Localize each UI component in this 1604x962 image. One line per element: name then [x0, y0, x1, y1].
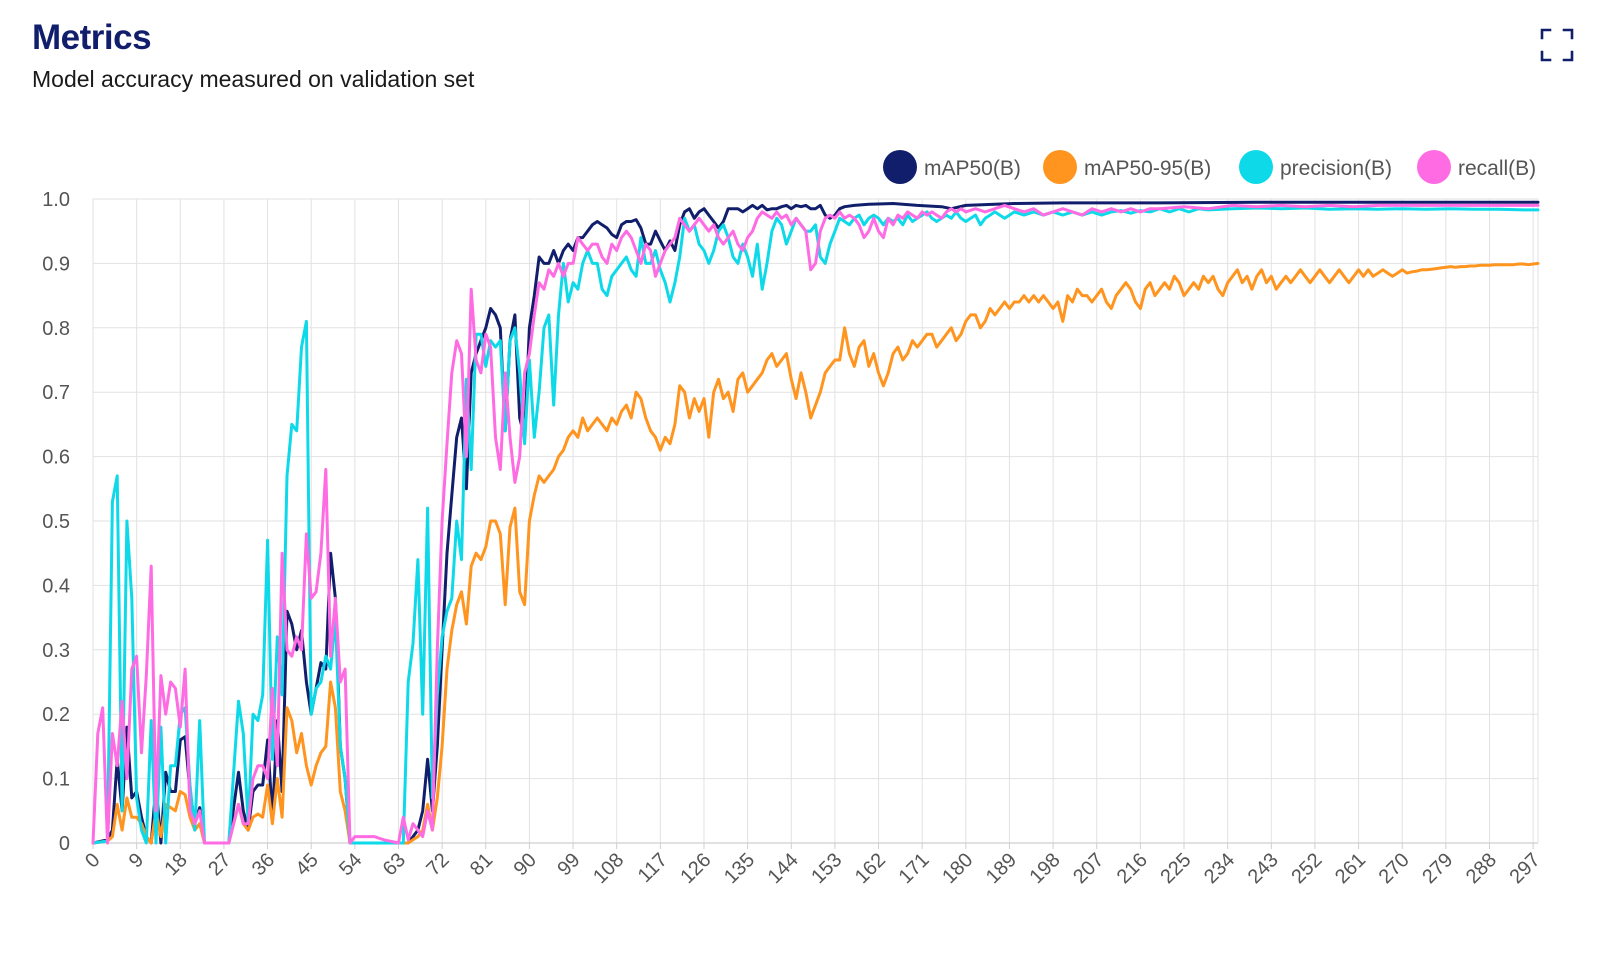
chart-header: Metrics Model accuracy measured on valid… — [32, 18, 474, 93]
x-tick-label: 252 — [1287, 849, 1326, 888]
x-tick-label: 63 — [379, 849, 410, 880]
y-tick-label: 1.0 — [42, 189, 70, 211]
series-lines — [91, 200, 1540, 845]
x-tick-label: 36 — [248, 849, 279, 880]
x-tick-label: 99 — [553, 849, 584, 880]
x-tick-label: 153 — [807, 849, 846, 888]
x-tick-label: 0 — [81, 849, 104, 872]
chart-title: Metrics — [32, 18, 152, 57]
legend-swatch — [1043, 150, 1077, 184]
x-tick-label: 45 — [291, 849, 322, 880]
legend-swatch — [1417, 150, 1451, 184]
x-tick-label: 126 — [676, 849, 715, 888]
series-line-precision-b- — [91, 206, 1540, 845]
legend-label: precision(B) — [1280, 157, 1392, 180]
fullscreen-expand-icon — [1540, 28, 1574, 62]
x-tick-label: 18 — [161, 849, 192, 880]
x-tick-label: 135 — [720, 849, 759, 888]
x-tick-label: 225 — [1156, 849, 1195, 888]
x-tick-label: 270 — [1375, 849, 1414, 888]
x-tick-label: 261 — [1331, 849, 1370, 888]
x-tick-label: 171 — [895, 849, 934, 888]
y-tick-label: 0.5 — [42, 511, 70, 533]
legend-swatch — [883, 150, 917, 184]
y-tick-label: 0.7 — [42, 382, 70, 404]
y-tick-label: 0.8 — [42, 318, 70, 340]
x-tick-label: 297 — [1506, 849, 1545, 888]
x-tick-label: 144 — [764, 849, 803, 888]
x-tick-labels: 0 9 18 27 36 45 54 63 72 81 90 99 108 117 126 135 144 153… — [81, 843, 1545, 888]
chart-legend: mAP50(B) mAP50-95(B) precision(B) recall(B) — [883, 150, 1536, 184]
x-tick-label: 216 — [1113, 849, 1152, 888]
legend-label: mAP50(B) — [924, 157, 1021, 180]
y-tick-labels: 0 0.1 0.2 0.3 0.4 0.5 0.6 0.7 0.8 0.9 1.0 — [42, 189, 70, 855]
x-tick-label: 243 — [1244, 849, 1283, 888]
x-tick-label: 279 — [1418, 849, 1457, 888]
x-tick-label: 207 — [1069, 849, 1108, 888]
y-tick-label: 0.9 — [42, 253, 70, 275]
y-tick-label: 0.3 — [42, 640, 70, 662]
y-tick-label: 0.4 — [42, 575, 70, 597]
x-tick-label: 27 — [204, 849, 235, 880]
y-tick-label: 0.2 — [42, 704, 70, 726]
x-tick-label: 54 — [335, 849, 366, 880]
x-tick-label: 288 — [1462, 849, 1501, 888]
x-tick-label: 72 — [422, 849, 453, 880]
x-tick-label: 81 — [466, 849, 497, 880]
chart-subtitle: Model accuracy measured on validation se… — [32, 66, 475, 92]
x-tick-label: 162 — [851, 849, 890, 888]
series-line-recall-b- — [91, 203, 1540, 845]
y-tick-label: 0.1 — [42, 769, 70, 791]
x-tick-label: 180 — [938, 849, 977, 888]
x-tick-label: 108 — [589, 849, 628, 888]
y-tick-label: 0.6 — [42, 447, 70, 469]
y-tick-label: 0 — [59, 833, 70, 855]
legend-label: mAP50-95(B) — [1084, 157, 1211, 180]
legend-label: recall(B) — [1458, 157, 1536, 180]
expand-button[interactable] — [1540, 28, 1574, 62]
x-tick-label: 117 — [634, 849, 672, 887]
x-tick-label: 234 — [1200, 849, 1239, 888]
legend-swatch — [1239, 150, 1273, 184]
x-tick-label: 198 — [1025, 849, 1064, 888]
x-tick-label: 9 — [125, 849, 148, 872]
x-tick-label: 90 — [510, 849, 541, 880]
x-tick-label: 189 — [982, 849, 1021, 888]
grid-lines — [92, 198, 1539, 844]
